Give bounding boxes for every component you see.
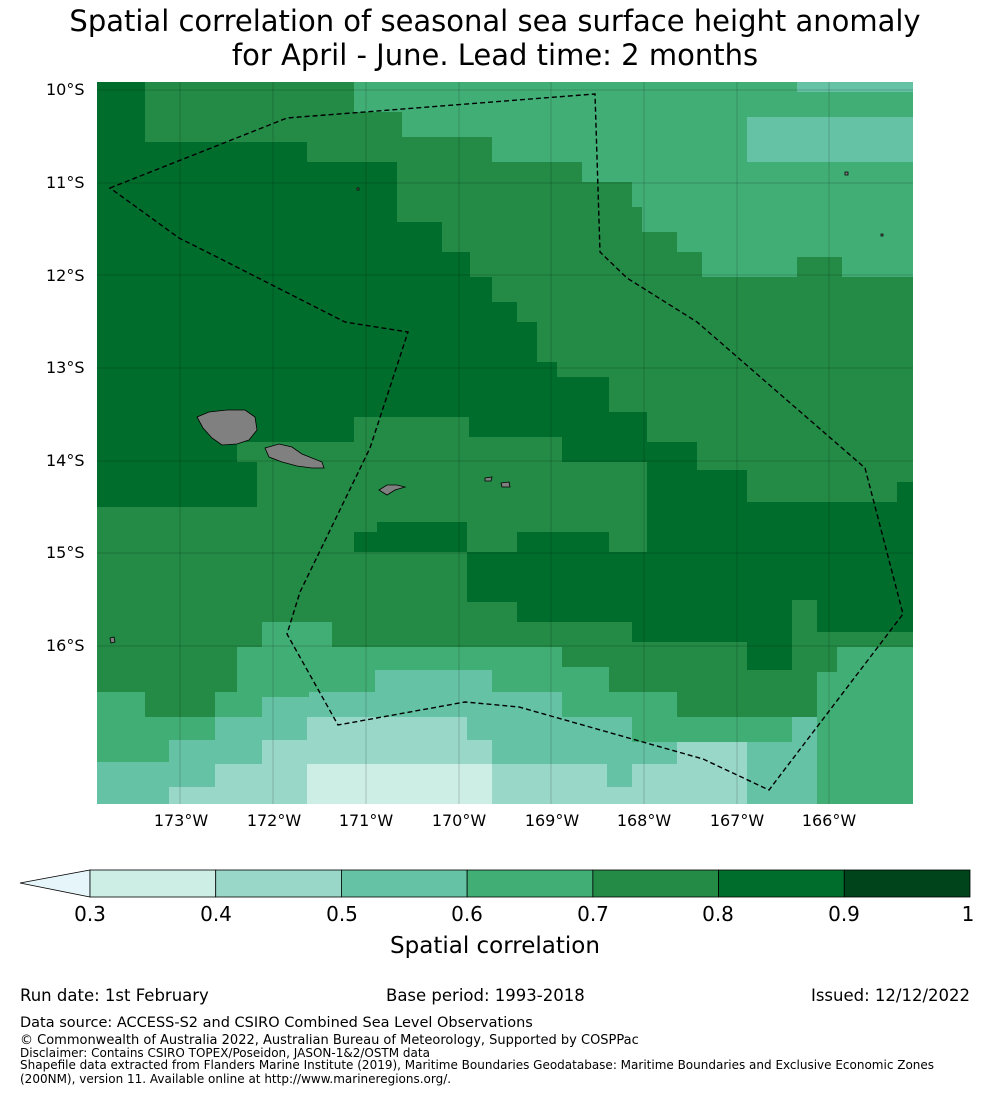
- title-line-1: Spatial correlation of seasonal sea surf…: [69, 4, 921, 38]
- island-tutuila: [378, 484, 407, 496]
- island-upolu: [264, 443, 325, 469]
- correlation-map[interactable]: [97, 82, 913, 804]
- colorbar-swatch-0.9-1: [843, 869, 971, 898]
- island-ofu: [484, 476, 493, 482]
- title-line-2: for April - June. Lead time: 2 months: [231, 38, 759, 72]
- colorbar-swatches: [89, 869, 971, 898]
- lat-label-16s: 16°S: [46, 636, 85, 655]
- island-east: [880, 233, 884, 237]
- island-southwest: [109, 636, 116, 644]
- colorbar-tick-0.3: 0.3: [74, 902, 106, 926]
- lon-label-168w: 168°W: [616, 811, 672, 830]
- colorbar-swatch-0.4-0.5: [215, 869, 342, 898]
- island-tau: [500, 481, 511, 488]
- land-masses: [109, 171, 884, 644]
- island-swains: [844, 171, 849, 176]
- colorbar-extend-arrow: [19, 869, 91, 898]
- lon-label-173w: 173°W: [153, 811, 209, 830]
- colorbar-tick-0.6: 0.6: [451, 902, 483, 926]
- data-source: Data source: ACCESS-S2 and CSIRO Combine…: [20, 1015, 533, 1031]
- page-title: Spatial correlation of seasonal sea surf…: [0, 4, 990, 72]
- run-date: Run date: 1st February: [20, 986, 209, 1005]
- lat-label-10s: 10°S: [46, 80, 85, 99]
- lat-label-14s: 14°S: [46, 451, 85, 470]
- issued-date: Issued: 12/12/2022: [810, 986, 970, 1005]
- lon-label-167w: 167°W: [709, 811, 765, 830]
- lon-label-171w: 171°W: [338, 811, 394, 830]
- colorbar-swatch-0.5-0.6: [341, 869, 468, 898]
- lon-label-170w: 170°W: [431, 811, 487, 830]
- lat-label-15s: 15°S: [46, 543, 85, 562]
- colorbar-tick-0.9: 0.9: [828, 902, 860, 926]
- colorbar-tick-0.7: 0.7: [577, 902, 609, 926]
- island-savaii: [196, 409, 258, 446]
- gridlines: [97, 82, 913, 804]
- shapefile-credit-line-2: (200NM), version 11. Available online at…: [20, 1072, 452, 1086]
- colorbar-swatch-0.6-0.7: [466, 869, 594, 898]
- shapefile-credit-line-1: Shapefile data extracted from Flanders M…: [20, 1058, 935, 1072]
- lat-label-13s: 13°S: [46, 358, 85, 377]
- lat-label-12s: 12°S: [46, 266, 85, 285]
- colorbar-swatch-0.7-0.8: [592, 869, 719, 898]
- eez-boundary: [108, 93, 904, 791]
- colorbar-tick-0.5: 0.5: [326, 902, 358, 926]
- colorbar-swatch-0.3-0.4: [89, 869, 217, 898]
- colorbar-swatch-0.8-0.9: [718, 869, 845, 898]
- lon-label-169w: 169°W: [524, 811, 580, 830]
- island-small-north: [356, 187, 360, 191]
- base-period: Base period: 1993-2018: [386, 986, 585, 1005]
- copyright-notice: © Commonwealth of Australia 2022, Austra…: [20, 1033, 639, 1048]
- colorbar-tick-1: 1: [961, 902, 975, 926]
- lon-label-172w: 172°W: [246, 811, 302, 830]
- lat-label-11s: 11°S: [46, 173, 85, 192]
- colorbar-tick-0.4: 0.4: [200, 902, 232, 926]
- lon-label-166w: 166°W: [801, 811, 857, 830]
- colorbar-label: Spatial correlation: [390, 933, 600, 959]
- disclaimer: Disclaimer: Contains CSIRO TOPEX/Poseido…: [20, 1046, 430, 1060]
- zone-0.3-0.4: [307, 764, 492, 804]
- colorbar-tick-0.8: 0.8: [702, 902, 734, 926]
- colorbar: [18, 868, 973, 906]
